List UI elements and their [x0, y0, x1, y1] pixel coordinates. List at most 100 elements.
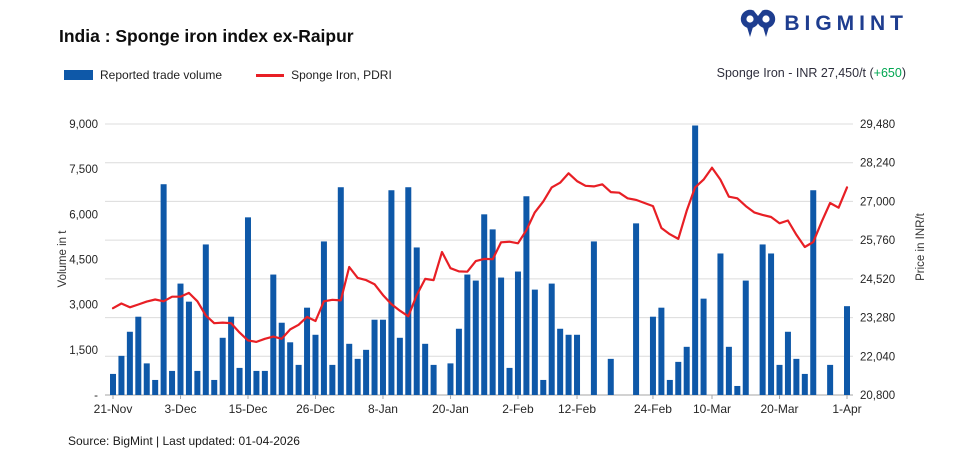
volume-bar — [118, 355, 125, 395]
y-right-tick-label: 28,240 — [860, 158, 895, 170]
volume-bar — [169, 370, 176, 395]
volume-bar — [202, 244, 209, 395]
volume-bar — [776, 364, 783, 395]
volume-bar — [658, 307, 665, 395]
volume-bar — [607, 358, 614, 395]
volume-bar — [244, 217, 251, 395]
y-left-tick-label: 6,000 — [69, 209, 98, 221]
y-left-axis-title: Volume in t — [57, 230, 69, 288]
volume-bar — [236, 367, 243, 395]
x-tick-label: 3-Dec — [164, 402, 196, 416]
x-tick-label: 1-Apr — [832, 402, 861, 416]
price-line — [111, 166, 849, 343]
volume-bar — [177, 283, 184, 395]
price-badge: Sponge Iron - INR 27,450/t (+650) — [717, 66, 906, 80]
volume-bar — [337, 187, 344, 395]
volume-bar — [135, 316, 142, 395]
volume-bar — [472, 280, 479, 395]
volume-bar — [304, 307, 311, 395]
volume-bar — [396, 337, 403, 395]
volume-bar — [388, 190, 395, 395]
price-badge-change: +650 — [873, 66, 902, 80]
volume-bar — [793, 358, 800, 395]
y-left-tick-label: 3,000 — [69, 300, 98, 312]
bigmint-logo: BIGMINT — [740, 8, 908, 40]
price-badge-paren-open: ( — [869, 66, 874, 80]
volume-bar — [514, 271, 521, 395]
y-right-tick-label: 22,040 — [860, 351, 895, 363]
volume-bar — [464, 274, 471, 395]
volume-bar — [160, 184, 167, 395]
volume-bar — [523, 196, 530, 395]
y-right-tick-label: 29,480 — [860, 119, 895, 131]
y-right-axis-title: Price in INR/t — [915, 212, 927, 281]
x-tick-label: 20-Mar — [760, 402, 798, 416]
volume-bar — [590, 241, 597, 395]
volume-swatch-icon — [64, 70, 93, 80]
x-tick-label: 2-Feb — [502, 402, 534, 416]
y-right-tick-label: 25,760 — [860, 235, 895, 247]
source-note: Source: BigMint | Last updated: 01-04-20… — [68, 434, 300, 448]
price-badge-paren-close: ) — [901, 66, 906, 80]
volume-bar — [489, 229, 496, 395]
volume-bar — [405, 187, 412, 395]
volume-bar — [329, 364, 336, 395]
x-tick-label: 21-Nov — [94, 402, 133, 416]
volume-bar — [211, 379, 218, 395]
volume-bar — [379, 319, 386, 395]
y-left-tick-label: 7,500 — [69, 164, 98, 176]
y-right-tick-label: 24,520 — [860, 274, 895, 286]
volume-bar — [725, 346, 732, 395]
volume-bar — [430, 364, 437, 395]
volume-bar — [827, 364, 834, 395]
volume-bar — [683, 346, 690, 395]
volume-bar — [481, 214, 488, 395]
y-right-tick-label: 20,800 — [860, 390, 895, 402]
volume-bar — [447, 363, 454, 395]
volume-bar — [152, 379, 159, 395]
legend-price-label: Sponge Iron, PDRI — [291, 68, 392, 82]
x-tick-label: 26-Dec — [296, 402, 335, 416]
volume-bar — [742, 280, 749, 395]
volume-bar — [700, 298, 707, 395]
legend-volume-label: Reported trade volume — [100, 68, 223, 82]
volume-bar — [346, 343, 353, 395]
price-line-swatch-icon — [256, 73, 285, 77]
page-title: India : Sponge iron index ex-Raipur — [59, 26, 354, 46]
volume-bar — [110, 373, 116, 395]
x-tick-label: 8-Jan — [368, 402, 398, 416]
volume-bar — [540, 379, 547, 395]
volume-bar — [312, 334, 319, 395]
y-right-tick-label: 27,000 — [860, 196, 895, 208]
x-tick-label: 15-Dec — [229, 402, 268, 416]
x-tick-label: 10-Mar — [693, 402, 731, 416]
bigmint-logo-text: BIGMINT — [784, 12, 908, 35]
volume-bar — [295, 364, 302, 395]
volume-bar — [270, 274, 277, 395]
volume-bar — [143, 363, 150, 395]
volume-bar — [717, 253, 724, 395]
volume-bar — [278, 322, 285, 395]
volume-bar — [557, 328, 564, 395]
y-left-tick-label: 1,500 — [69, 345, 98, 357]
volume-bar — [844, 306, 850, 395]
volume-bar — [801, 373, 808, 395]
volume-bar — [194, 370, 201, 395]
legend-item-price: Sponge Iron, PDRI — [256, 68, 392, 82]
volume-bar — [692, 125, 699, 395]
legend-item-volume: Reported trade volume — [64, 68, 222, 82]
y-left-tick-label: - — [94, 390, 98, 402]
x-tick-label: 24-Feb — [634, 402, 672, 416]
volume-bar — [354, 358, 361, 395]
volume-bar — [649, 316, 656, 395]
legend: Reported trade volume Sponge Iron, PDRI — [64, 68, 426, 82]
volume-bar — [574, 334, 581, 395]
x-tick-label: 20-Jan — [432, 402, 469, 416]
volume-bar — [506, 367, 513, 395]
volume-bar — [287, 342, 294, 395]
volume-bar — [633, 223, 640, 395]
volume-bar — [413, 247, 420, 395]
volume-bar — [126, 331, 133, 395]
volume-bar — [261, 370, 268, 395]
